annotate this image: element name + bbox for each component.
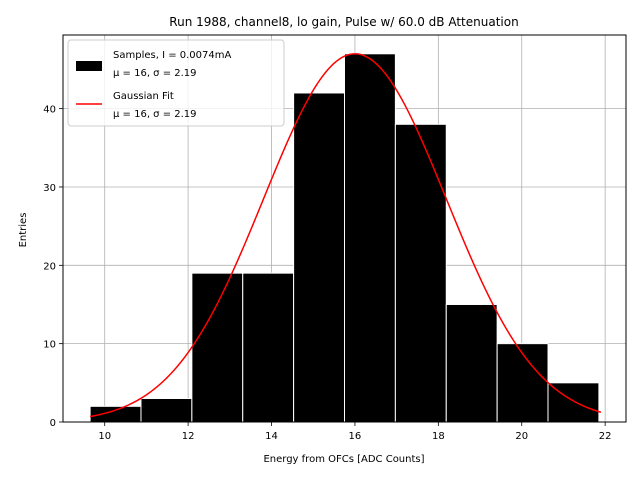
y-tick-label: 30	[43, 183, 56, 194]
x-tick-label: 14	[265, 431, 278, 442]
y-tick-label: 40	[43, 105, 56, 116]
histogram-bar	[140, 397, 193, 423]
x-tick-label: 20	[515, 431, 528, 442]
y-tick-label: 10	[43, 340, 56, 351]
x-axis-ticks: 10 12 14 16 18 20 22	[98, 422, 612, 442]
histogram-bar	[496, 343, 549, 423]
gaussian-fit-curve	[89, 53, 602, 418]
histogram-bar	[89, 405, 142, 423]
x-tick-label: 12	[182, 431, 195, 442]
x-tick-label: 22	[599, 431, 612, 442]
plot-frame	[62, 34, 627, 423]
legend-fit-label: Gaussian Fit	[113, 91, 174, 102]
histogram-bar	[293, 92, 346, 423]
legend: Samples, I = 0.0074mA μ = 16, σ = 2.19 G…	[67, 39, 285, 127]
histogram-bar	[191, 272, 244, 423]
legend-fit-stats: μ = 16, σ = 2.19	[113, 109, 197, 120]
histogram-bar	[242, 272, 295, 423]
histogram-bar	[344, 53, 396, 423]
histogram-bar	[394, 123, 447, 423]
legend-box	[67, 39, 285, 127]
histogram-bar	[445, 303, 498, 423]
legend-samples-label: Samples, I = 0.0074mA	[113, 50, 231, 61]
y-axis-ticks: 0 10 20 30 40	[43, 105, 63, 429]
x-axis-label: Energy from OFCs [ADC Counts]	[263, 454, 424, 465]
x-tick-label: 18	[432, 431, 445, 442]
legend-samples-stats: μ = 16, σ = 2.19	[113, 68, 197, 79]
x-tick-label: 10	[98, 431, 111, 442]
y-tick-label: 0	[50, 418, 56, 429]
histogram-bars	[89, 53, 600, 423]
chart-title: Run 1988, channel8, lo gain, Pulse w/ 60…	[169, 15, 518, 29]
y-axis-label: Entries	[18, 213, 29, 248]
legend-samples-swatch	[76, 61, 102, 71]
x-tick-label: 16	[349, 431, 362, 442]
gaussian-fit	[89, 53, 602, 418]
y-tick-label: 20	[43, 261, 56, 272]
